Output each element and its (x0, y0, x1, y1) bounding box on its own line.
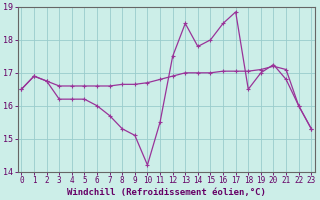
X-axis label: Windchill (Refroidissement éolien,°C): Windchill (Refroidissement éolien,°C) (67, 188, 266, 197)
